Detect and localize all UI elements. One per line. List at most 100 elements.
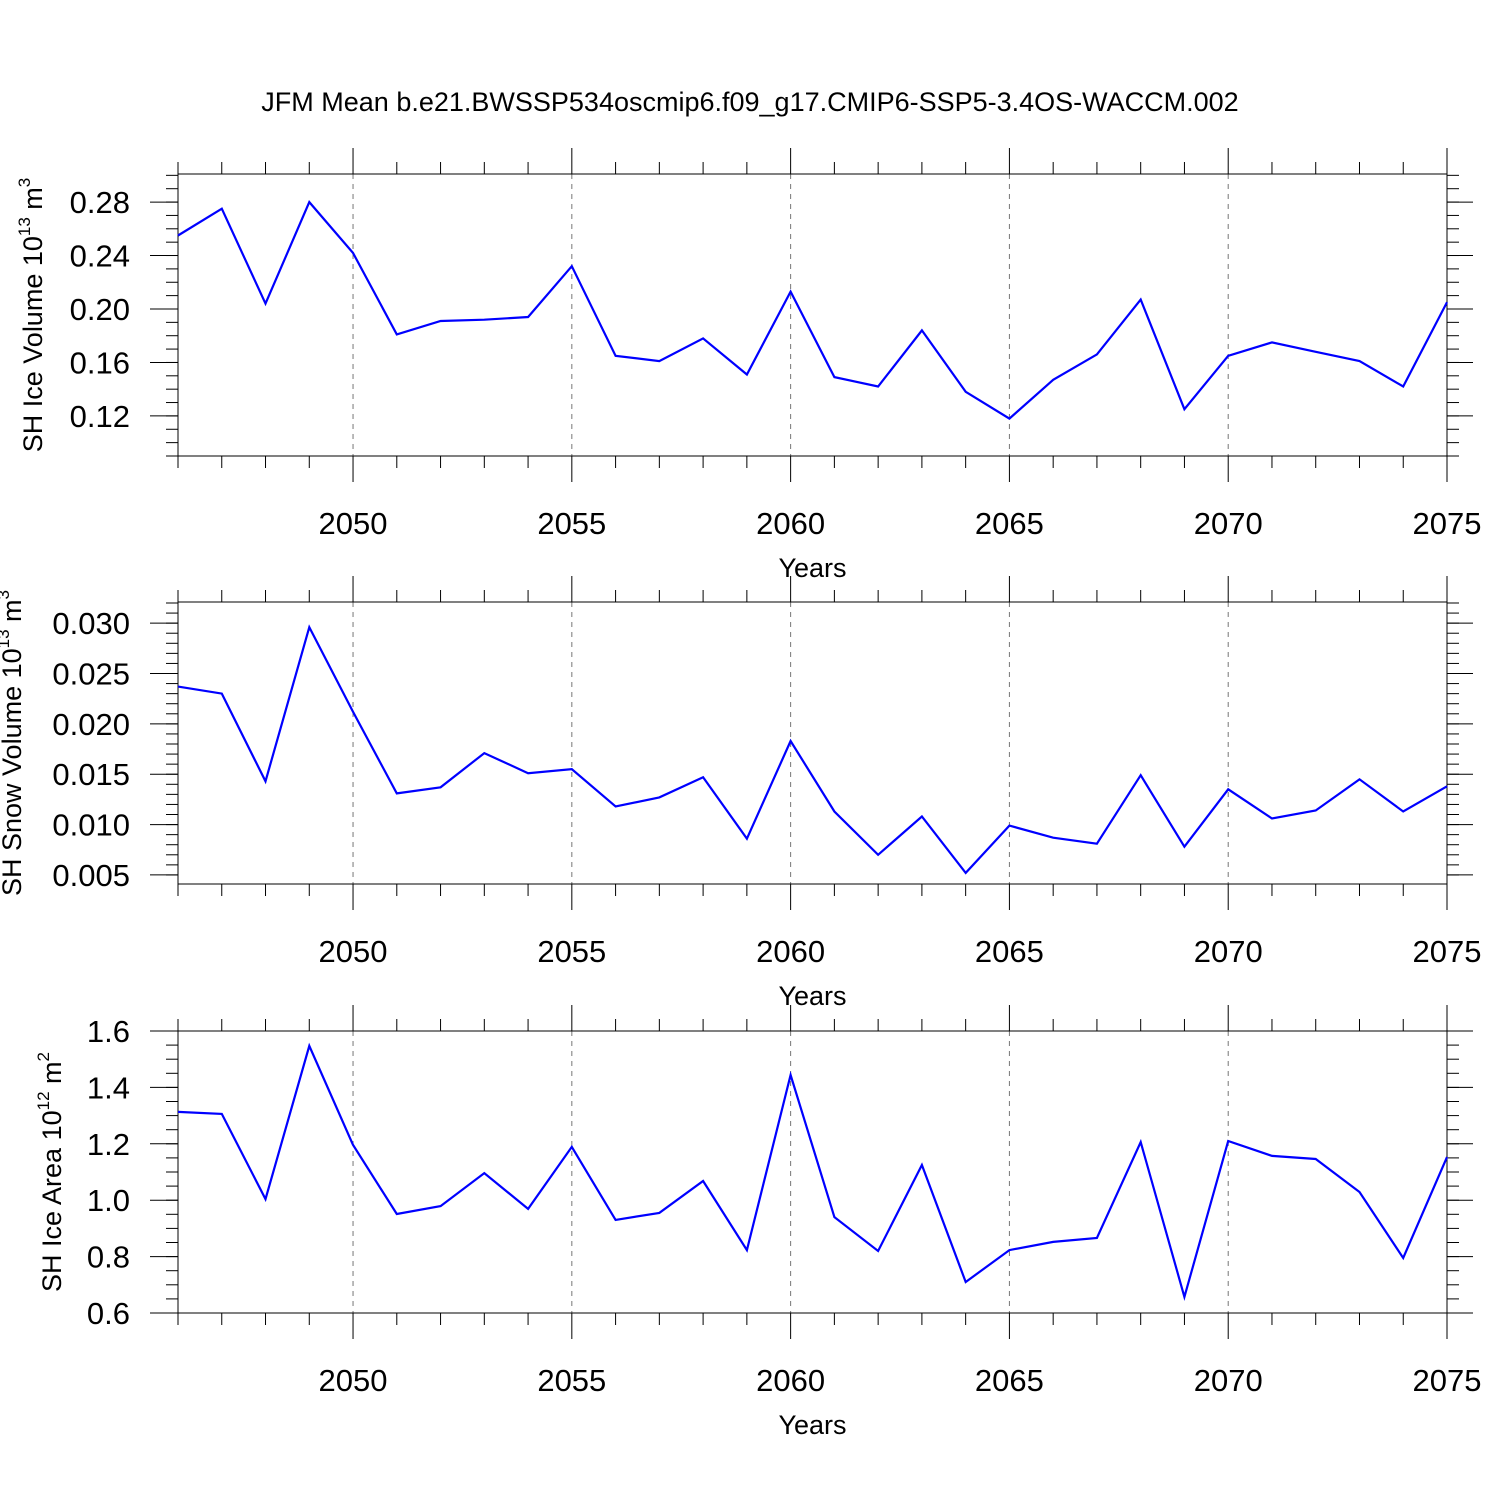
data-point: [177, 234, 179, 236]
x-axis-label: Years: [778, 553, 846, 583]
data-point: [177, 686, 179, 688]
x-tick-label: 2060: [756, 506, 825, 541]
data-point: [702, 337, 704, 339]
y-tick-label: 0.12: [70, 399, 130, 434]
y-tick-label: 0.030: [52, 606, 130, 641]
data-point: [615, 805, 617, 807]
data-point: [1052, 1241, 1054, 1243]
data-point: [308, 201, 310, 203]
y-tick-label: 1.0: [87, 1183, 130, 1218]
data-point: [1227, 788, 1229, 790]
data-point: [440, 786, 442, 788]
data-point: [658, 360, 660, 362]
data-point: [1052, 379, 1054, 381]
y-label-text: m: [18, 187, 48, 217]
data-point: [527, 316, 529, 318]
data-point: [1008, 418, 1010, 420]
series-line: [177, 200, 1448, 420]
data-point: [921, 329, 923, 331]
y-axis-label: SH Ice Area 1012 m2: [34, 1052, 67, 1292]
data-point: [1052, 837, 1054, 839]
x-tick-label: 2060: [756, 1363, 825, 1398]
plot-frame: [177, 173, 1448, 457]
x-tick-label: 2065: [975, 934, 1044, 969]
data-point: [790, 1074, 792, 1076]
panel-2: 0.005 0.010 0.015 0.020 0.025 0.030 2050 2055 20…: [0, 576, 1481, 1011]
data-point: [440, 320, 442, 322]
data-point: [1183, 1296, 1185, 1298]
data-point: [746, 838, 748, 840]
data-point: [965, 872, 967, 874]
y-label-text: SH Snow Volume 10: [0, 648, 27, 896]
data-point: [1096, 353, 1098, 355]
data-point: [1140, 299, 1142, 301]
data-point: [833, 376, 835, 378]
x-tick-label: 2065: [975, 506, 1044, 541]
data-point: [1402, 810, 1404, 812]
data-point: [1096, 1237, 1098, 1239]
data-point: [615, 355, 617, 357]
data-point: [702, 1180, 704, 1182]
series-line: [177, 1042, 1449, 1301]
y-tick-label: 0.28: [70, 185, 130, 220]
y-axis-label: SH Snow Volume 1013 m3: [0, 590, 27, 896]
x-tick-label: 2070: [1194, 934, 1263, 969]
x-tick-label: 2050: [319, 1363, 388, 1398]
data-point: [221, 208, 223, 210]
x-axis-label: Years: [778, 981, 846, 1011]
data-point: [352, 711, 354, 713]
x-tick-label: 2065: [975, 1363, 1044, 1398]
data-point: [396, 792, 398, 794]
data-point: [921, 1164, 923, 1166]
y-tick-label: 0.025: [52, 657, 130, 692]
data-point: [702, 776, 704, 778]
data-point: [527, 772, 529, 774]
x-tick-label: 2075: [1413, 506, 1482, 541]
data-point: [1315, 809, 1317, 811]
y-tick-label: 1.4: [87, 1070, 130, 1105]
data-point: [265, 780, 267, 782]
x-tick-label: 2055: [537, 934, 606, 969]
y-tick-label: 0.8: [87, 1240, 130, 1275]
data-point: [1140, 774, 1142, 776]
y-tick-label: 1.2: [87, 1127, 130, 1162]
data-point: [1183, 846, 1185, 848]
data-point: [658, 1212, 660, 1214]
data-point: [1008, 1249, 1010, 1251]
data-point: [1227, 1140, 1229, 1142]
data-point: [1358, 1191, 1360, 1193]
data-point: [308, 1045, 310, 1047]
data-point: [746, 373, 748, 375]
data-point: [265, 303, 267, 305]
x-tick-label: 2075: [1413, 1363, 1482, 1398]
data-point: [396, 333, 398, 335]
y-label-superscript: 13: [15, 217, 34, 236]
data-point: [746, 1249, 748, 1251]
panel-3: 0.6 0.8 1.0 1.2 1.4 1.6 2050 2055 2060 2065 2070 20…: [34, 1005, 1481, 1440]
data-point: [965, 391, 967, 393]
y-tick-label: 0.005: [52, 858, 130, 893]
panel-1: 0.12 0.16 0.20 0.24 0.28 2050 2055 2060 2065 2070…: [15, 148, 1481, 583]
y-label-superscript: 12: [34, 1091, 53, 1110]
data-point: [1446, 785, 1448, 787]
data-point: [921, 816, 923, 818]
y-label-superscript: 2: [34, 1052, 53, 1061]
y-axis-label: SH Ice Volume 1013 m3: [15, 178, 48, 453]
y-label-superscript: 3: [15, 178, 34, 187]
plot-frame: [177, 1030, 1448, 1314]
x-tick-label: 2055: [537, 1363, 606, 1398]
x-tick-label: 2050: [319, 934, 388, 969]
y-tick-label: 0.010: [52, 808, 130, 843]
data-point: [1315, 351, 1317, 353]
data-point: [1358, 360, 1360, 362]
data-point: [483, 752, 485, 754]
data-point: [877, 854, 879, 856]
y-label-superscript: 13: [0, 629, 13, 648]
data-point: [833, 1216, 835, 1218]
data-point: [265, 1198, 267, 1200]
y-tick-label: 0.015: [52, 757, 130, 792]
data-point: [483, 319, 485, 321]
data-point: [177, 1111, 179, 1113]
data-point: [1446, 1156, 1448, 1158]
